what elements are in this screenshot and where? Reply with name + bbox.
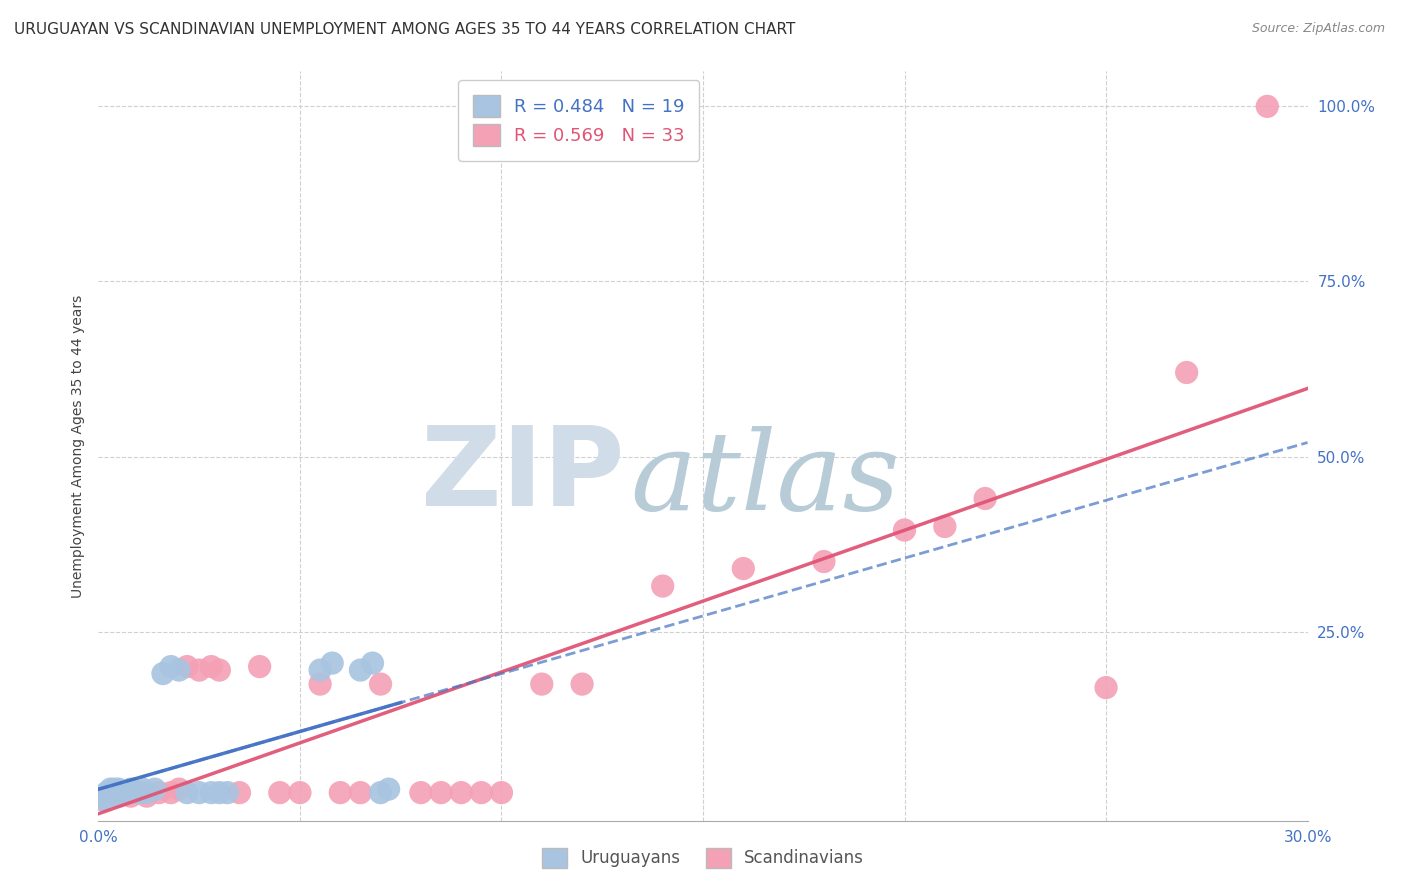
Point <box>893 523 915 537</box>
Point <box>733 561 755 575</box>
Point <box>96 789 118 804</box>
Point <box>176 786 198 800</box>
Point <box>91 792 114 806</box>
Point <box>208 663 231 677</box>
Point <box>100 789 122 804</box>
Point <box>111 786 134 800</box>
Point <box>107 786 129 800</box>
Point <box>491 786 513 800</box>
Point <box>111 786 134 800</box>
Text: ZIP: ZIP <box>420 423 624 530</box>
Point <box>288 786 311 800</box>
Y-axis label: Unemployment Among Ages 35 to 44 years: Unemployment Among Ages 35 to 44 years <box>70 294 84 598</box>
Point <box>321 656 343 670</box>
Point <box>188 786 211 800</box>
Point <box>152 666 174 681</box>
Point <box>1256 99 1278 113</box>
Point <box>934 519 956 533</box>
Point <box>160 786 183 800</box>
Point <box>107 782 129 797</box>
Point <box>974 491 997 506</box>
Text: atlas: atlas <box>630 426 900 533</box>
Point <box>329 786 352 800</box>
Point <box>188 663 211 677</box>
Point <box>249 659 271 673</box>
Point <box>200 786 222 800</box>
Point <box>135 789 157 804</box>
Point <box>228 786 250 800</box>
Point <box>349 786 371 800</box>
Point <box>813 555 835 569</box>
Legend: Uruguayans, Scandinavians: Uruguayans, Scandinavians <box>536 841 870 875</box>
Point <box>115 786 138 800</box>
Point <box>309 663 332 677</box>
Point <box>132 782 155 797</box>
Point <box>269 786 291 800</box>
Point <box>96 789 118 804</box>
Point <box>1095 681 1118 695</box>
Point <box>91 792 114 806</box>
Point <box>430 786 453 800</box>
Text: Source: ZipAtlas.com: Source: ZipAtlas.com <box>1251 22 1385 36</box>
Point <box>135 786 157 800</box>
Point <box>120 782 142 797</box>
Point <box>107 789 129 804</box>
Point <box>103 782 125 797</box>
Point <box>148 786 170 800</box>
Point <box>143 782 166 797</box>
Point <box>160 659 183 673</box>
Point <box>370 786 392 800</box>
Point <box>377 782 399 797</box>
Text: URUGUAYAN VS SCANDINAVIAN UNEMPLOYMENT AMONG AGES 35 TO 44 YEARS CORRELATION CHA: URUGUAYAN VS SCANDINAVIAN UNEMPLOYMENT A… <box>14 22 796 37</box>
Point <box>200 659 222 673</box>
Point <box>100 782 122 797</box>
Point <box>176 659 198 673</box>
Legend: R = 0.484   N = 19, R = 0.569   N = 33: R = 0.484 N = 19, R = 0.569 N = 33 <box>458 80 699 161</box>
Point <box>349 663 371 677</box>
Point <box>571 677 593 691</box>
Point <box>450 786 472 800</box>
Point <box>96 786 118 800</box>
Point <box>409 786 432 800</box>
Point <box>120 789 142 804</box>
Point <box>167 663 190 677</box>
Point <box>309 677 332 691</box>
Point <box>361 656 384 670</box>
Point <box>103 789 125 804</box>
Point <box>103 786 125 800</box>
Point <box>128 786 150 800</box>
Point <box>470 786 492 800</box>
Point <box>100 786 122 800</box>
Point <box>651 579 673 593</box>
Point <box>208 786 231 800</box>
Point <box>128 786 150 800</box>
Point <box>1175 366 1198 380</box>
Point <box>217 786 239 800</box>
Point <box>167 782 190 797</box>
Point <box>370 677 392 691</box>
Point <box>530 677 553 691</box>
